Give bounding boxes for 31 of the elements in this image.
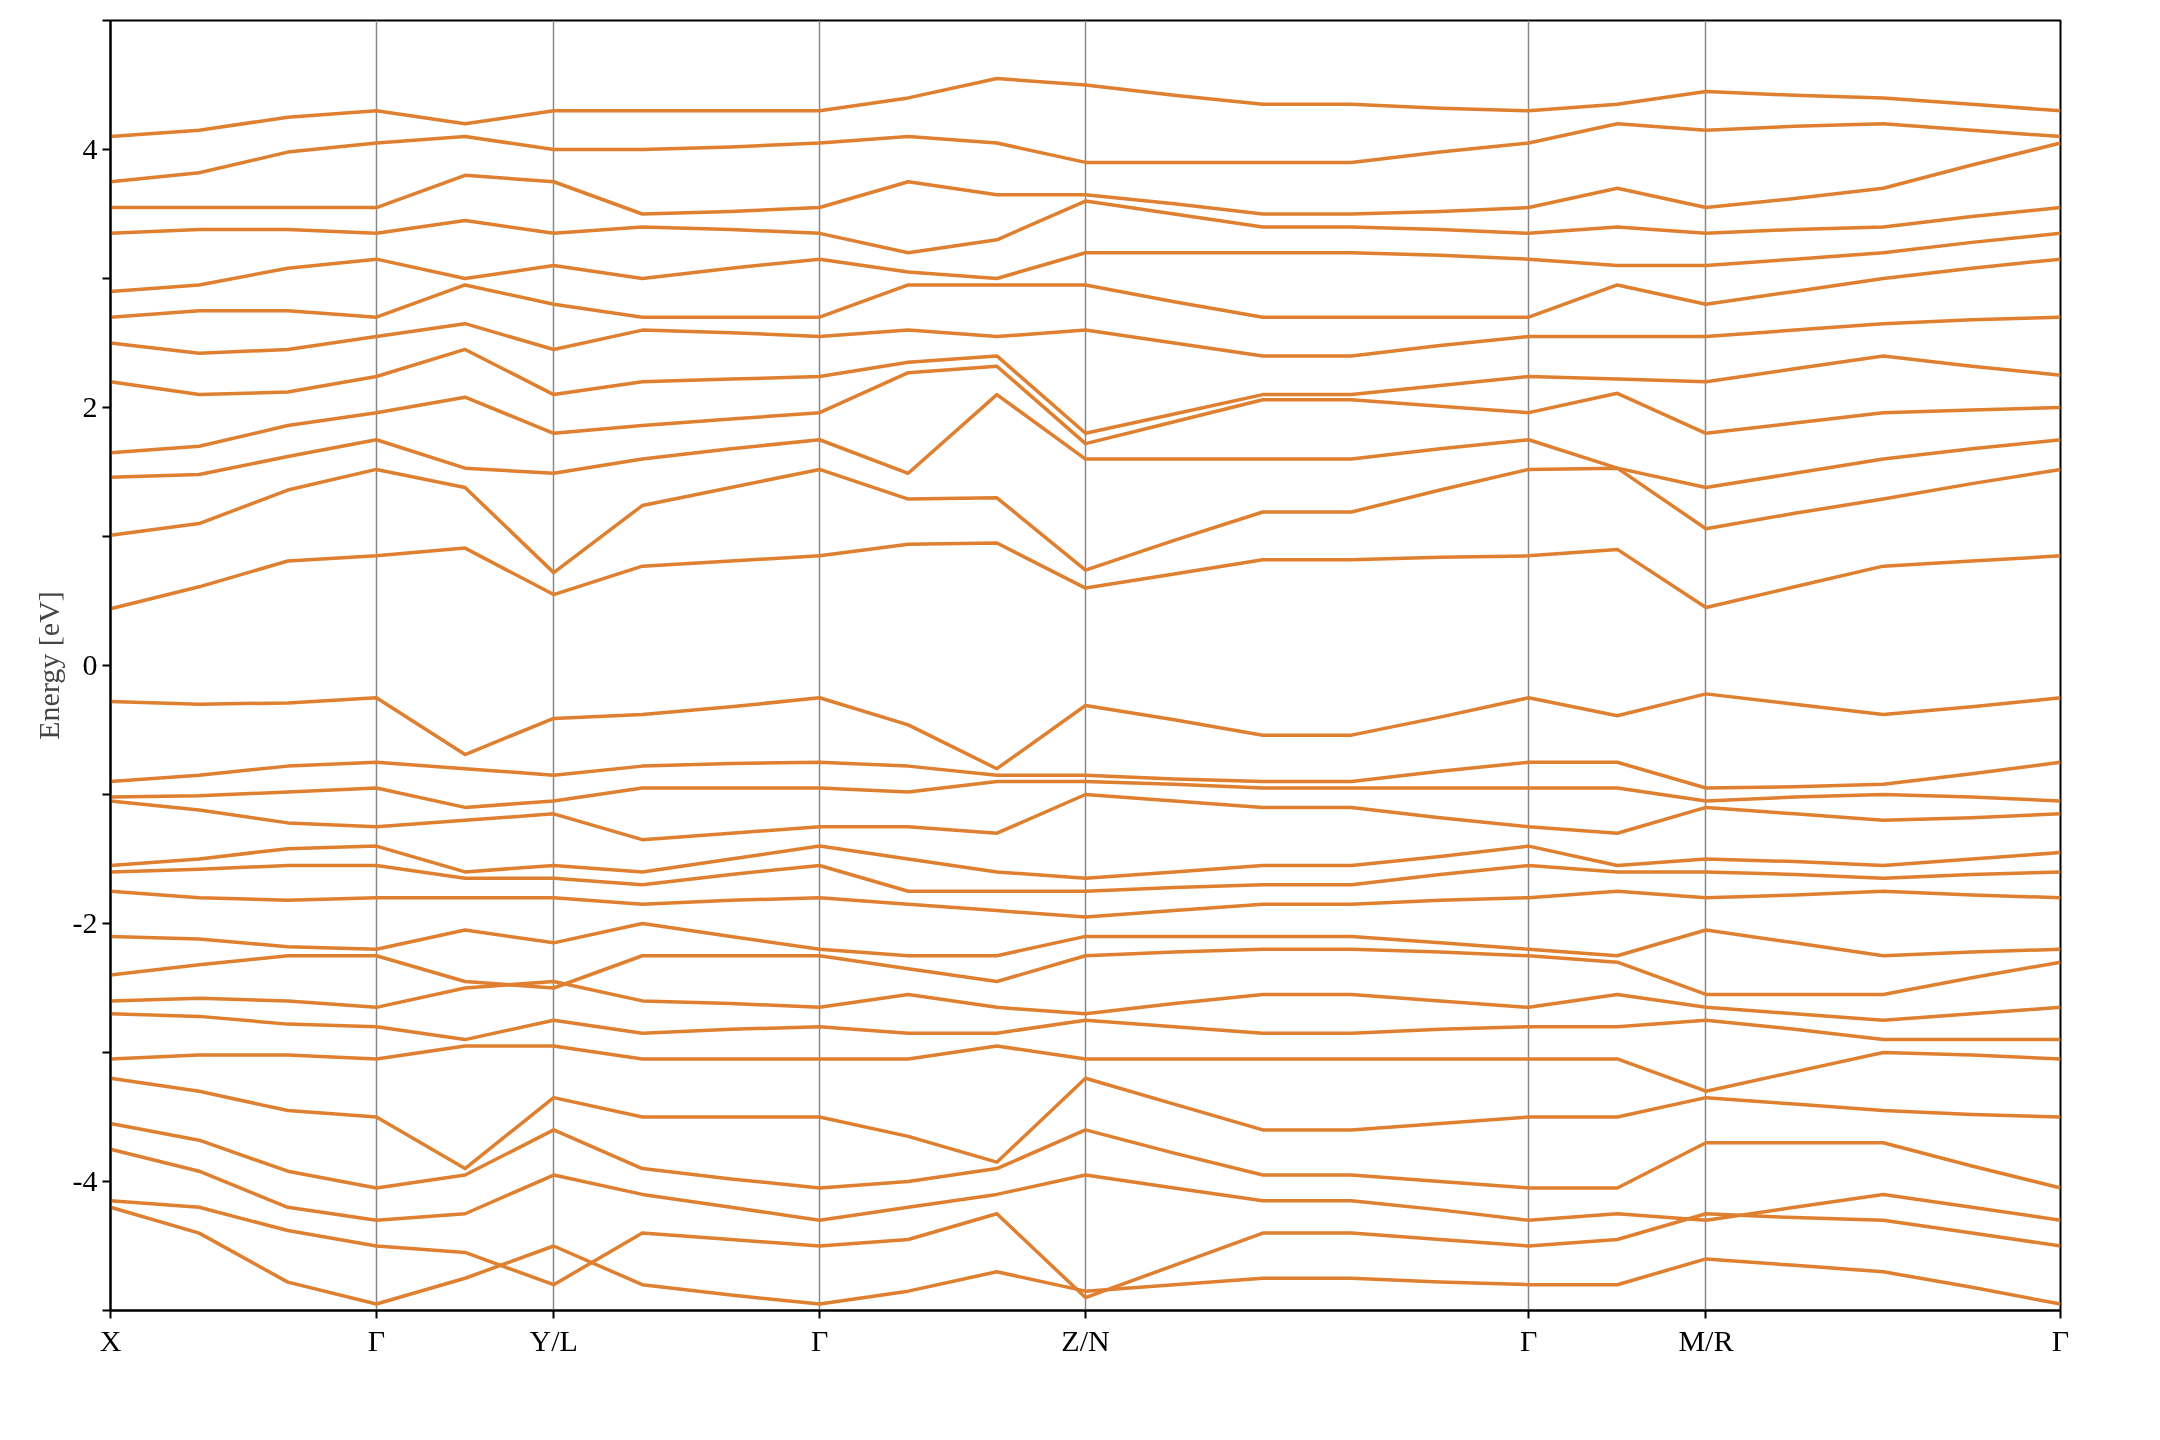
- line-series: [110, 199, 2061, 255]
- y-tick-label: -2: [72, 906, 98, 939]
- x-tick-label: M/R: [1678, 1323, 1734, 1357]
- line-series: [110, 1012, 2061, 1042]
- x-tick-label: Z/N: [1061, 1323, 1110, 1357]
- y-tick-label: 4: [82, 132, 98, 165]
- line-series: [110, 921, 2061, 958]
- x-tick-label: Γ: [1520, 1323, 1538, 1357]
- y-axis-title: Energy [eV]: [31, 591, 65, 740]
- line-series: [110, 844, 2061, 881]
- y-tick-label: -4: [72, 1164, 98, 1197]
- y-tick-label: 0: [82, 648, 98, 681]
- y-tick-label: 2: [82, 390, 98, 423]
- line-series: [110, 692, 2061, 771]
- line-series: [110, 315, 2061, 358]
- x-tick-label: Y/L: [529, 1323, 578, 1357]
- line-series: [110, 1076, 2061, 1171]
- line-series: [110, 863, 2061, 893]
- line-series: [110, 121, 2061, 184]
- line-series: [110, 889, 2061, 919]
- line-series: [110, 76, 2061, 139]
- x-tick-label: Γ: [2051, 1323, 2070, 1357]
- line-series: [110, 541, 2061, 611]
- line-series: [110, 257, 2061, 319]
- x-tick-label: Γ: [810, 1323, 829, 1357]
- x-tick-label: X: [99, 1323, 122, 1357]
- line-series: [110, 1121, 2061, 1190]
- line-series: [110, 231, 2061, 294]
- line-series: [110, 1044, 2061, 1093]
- x-tick-label: Γ: [367, 1323, 386, 1357]
- line-series: [110, 141, 2061, 216]
